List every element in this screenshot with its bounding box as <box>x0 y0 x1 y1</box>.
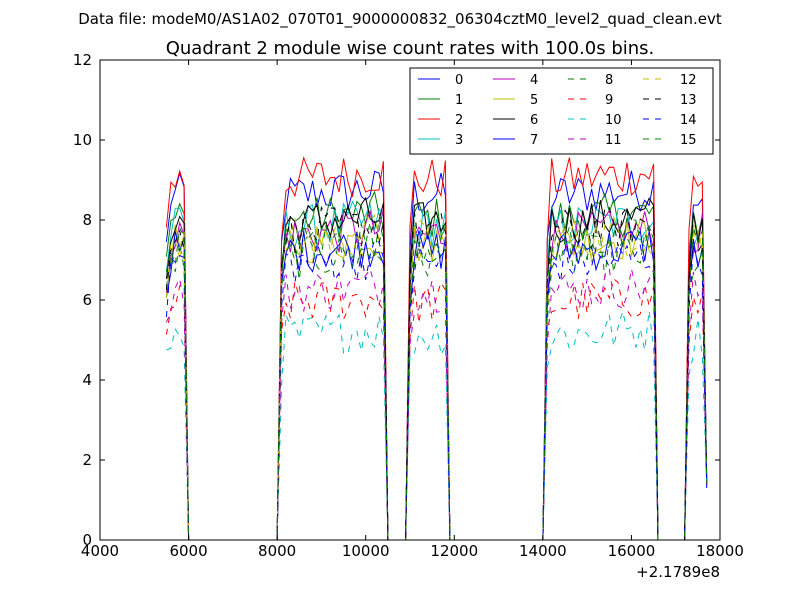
legend-label-7: 7 <box>530 133 538 148</box>
figure-suptitle: Data file: modeM0/AS1A02_070T01_90000008… <box>78 10 722 29</box>
y-tick-label: 0 <box>82 531 92 549</box>
y-tick-label: 2 <box>82 451 92 469</box>
legend-label-1: 1 <box>455 93 463 108</box>
series-layer <box>165 156 708 540</box>
legend-label-0: 0 <box>455 73 463 88</box>
series-line-13 <box>165 205 708 540</box>
y-tick-label: 4 <box>82 371 92 389</box>
legend-frame <box>409 67 714 155</box>
series-line-8 <box>165 232 708 540</box>
series-line-6 <box>165 196 708 540</box>
x-tick-label: 6000 <box>169 542 207 560</box>
legend-label-3: 3 <box>455 133 463 148</box>
legend-label-8: 8 <box>605 73 613 88</box>
series-line-11 <box>165 267 708 540</box>
legend-label-12: 12 <box>680 73 697 88</box>
series-line-4 <box>165 208 708 540</box>
legend-label-4: 4 <box>530 73 538 88</box>
legend-label-11: 11 <box>605 133 622 148</box>
x-tick-label: 4000 <box>81 542 119 560</box>
series-line-12 <box>165 213 708 540</box>
y-tick-label: 12 <box>73 51 92 69</box>
legend-label-14: 14 <box>680 113 697 128</box>
x-tick-label: 8000 <box>258 542 296 560</box>
legend-label-5: 5 <box>530 93 538 108</box>
series-line-15 <box>165 217 708 540</box>
x-tick-label: 18000 <box>696 542 744 560</box>
series-line-7 <box>165 229 708 540</box>
plot-area: 4000 6000 8000 10000 12000 14000 16000 18000 0 2… <box>73 51 744 581</box>
series-line-10 <box>166 309 708 540</box>
x-tick-label: 12000 <box>430 542 478 560</box>
x-offset-label: +2.1789e8 <box>636 563 720 581</box>
y-tick-label: 6 <box>82 291 92 309</box>
legend-label-15: 15 <box>680 133 697 148</box>
legend-label-2: 2 <box>455 113 463 128</box>
series-line-9 <box>165 278 708 540</box>
x-tick-label: 14000 <box>519 542 567 560</box>
x-tick-label: 10000 <box>342 542 390 560</box>
legend-label-13: 13 <box>680 93 697 108</box>
y-tick-label: 10 <box>73 131 92 149</box>
chart-title: Quadrant 2 module wise count rates with … <box>166 38 655 59</box>
series-line-14 <box>165 238 708 540</box>
x-axis: 4000 6000 8000 10000 12000 14000 16000 18000 <box>81 60 744 560</box>
legend-label-6: 6 <box>530 113 538 128</box>
y-tick-label: 8 <box>82 211 92 229</box>
x-tick-label: 16000 <box>608 542 656 560</box>
legend-label-9: 9 <box>605 93 613 108</box>
legend-label-10: 10 <box>605 113 622 128</box>
series-line-2 <box>165 156 708 540</box>
